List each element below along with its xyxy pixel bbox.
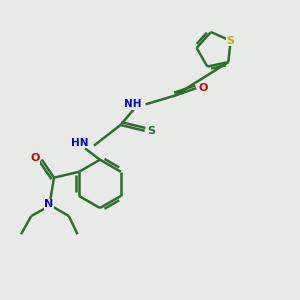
Text: NH: NH [124, 99, 141, 110]
Text: O: O [31, 153, 40, 163]
Text: S: S [147, 126, 155, 136]
Text: N: N [44, 199, 54, 209]
Text: HN: HN [71, 138, 89, 148]
Text: S: S [226, 36, 235, 46]
Text: O: O [198, 83, 207, 93]
